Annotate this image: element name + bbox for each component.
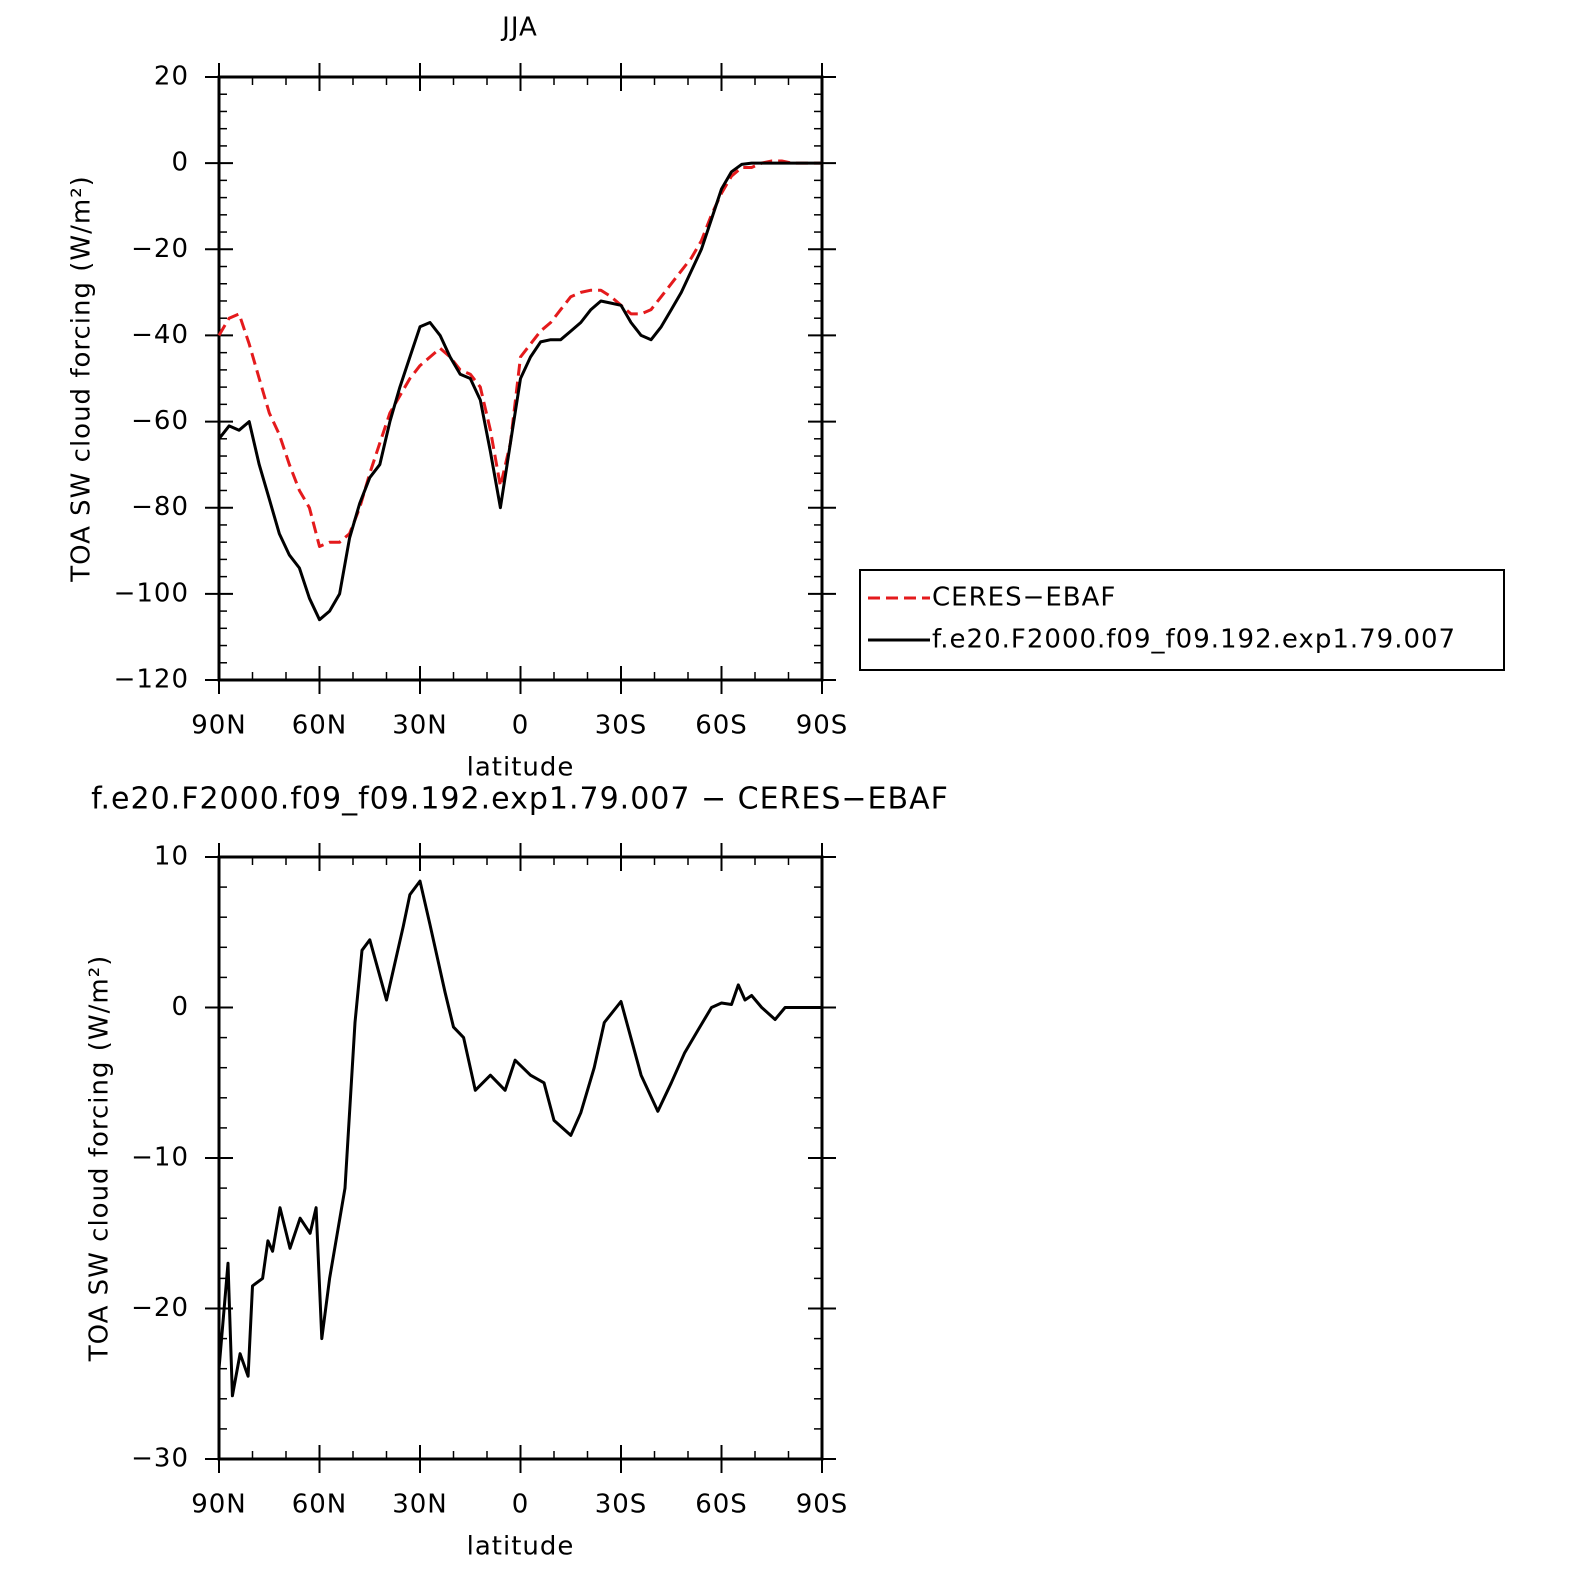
x-tick-label: 30S (595, 711, 648, 741)
y-tick-label: −80 (131, 492, 189, 522)
x-tick-label: 0 (512, 711, 530, 741)
data-line (217, 159, 822, 548)
x-tick-label: 90S (796, 1490, 849, 1520)
x-tick-label: 30S (595, 1490, 648, 1520)
x-tick-label: 60S (695, 1490, 748, 1520)
y-tick-label: −60 (131, 406, 189, 436)
y-tick-label: −20 (131, 234, 189, 264)
plot-frame (217, 855, 824, 1461)
y-tick-label: −40 (131, 320, 189, 350)
y-tick-label: 20 (154, 62, 189, 92)
y-tick-label: −30 (131, 1444, 189, 1474)
x-tick-label: 30N (392, 711, 448, 741)
y-axis-label: TOA SW cloud forcing (W/m²) (67, 175, 97, 583)
y-tick-label: 0 (171, 992, 189, 1022)
x-tick-label: 30N (392, 1490, 448, 1520)
x-tick-label: 90N (191, 1490, 247, 1520)
x-tick-label: 0 (512, 1490, 530, 1520)
x-axis-label: latitude (467, 753, 575, 783)
y-tick-label: −120 (114, 665, 189, 695)
y-tick-label: −10 (131, 1143, 189, 1173)
chart-title: JJA (500, 13, 538, 43)
x-tick-label: 90S (796, 711, 849, 741)
legend-label: CERES−EBAF (932, 583, 1116, 613)
y-tick-label: 10 (154, 842, 189, 872)
y-tick-label: −100 (114, 578, 189, 608)
y-tick-label: −20 (131, 1293, 189, 1323)
x-tick-label: 60N (292, 1490, 348, 1520)
y-tick-label: 0 (171, 148, 189, 178)
x-axis-label: latitude (467, 1532, 575, 1562)
x-tick-label: 60N (292, 711, 348, 741)
x-tick-label: 60S (695, 711, 748, 741)
x-tick-label: 90N (191, 711, 247, 741)
chart-title: f.e20.F2000.f09_f09.192.exp1.79.007 − CE… (91, 782, 949, 817)
data-line (217, 161, 822, 622)
legend-box (859, 569, 1505, 671)
data-line (217, 879, 822, 1398)
y-axis-label: TOA SW cloud forcing (W/m²) (85, 955, 115, 1363)
legend-label: f.e20.F2000.f09_f09.192.exp1.79.007 (932, 625, 1456, 655)
